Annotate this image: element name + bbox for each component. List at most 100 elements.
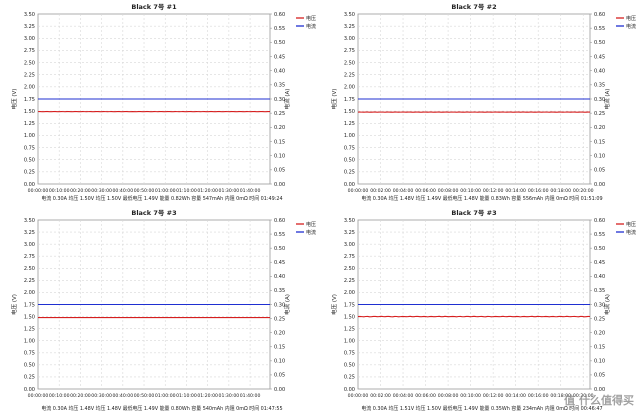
y-tick-right: 0.50 — [594, 246, 605, 252]
chart-title: Black 7号 #3 — [451, 208, 496, 217]
y-tick-left: 0.50 — [24, 363, 35, 369]
legend-entry: 电流 — [306, 23, 316, 30]
y-tick-left: 2.75 — [24, 254, 35, 260]
y-tick-right: 0.60 — [274, 218, 285, 224]
chart-title: Black 7号 #3 — [131, 208, 176, 217]
y-tick-left: 2.00 — [344, 85, 355, 91]
y-tick-right: 0.35 — [274, 83, 285, 89]
x-tick-label: 00:00:00 — [28, 393, 49, 399]
y-tick-left: 1.50 — [344, 109, 355, 115]
y-tick-right: 0.10 — [594, 359, 605, 365]
chart-footer-stats: 电流 0.30A 均压 1.48V 均压 1.49V 最低电压 1.48V 能量… — [361, 195, 602, 202]
x-tick-label: 00:20:00 — [573, 188, 594, 194]
x-tick-label: 00:10:00 — [49, 393, 70, 399]
x-tick-label: 00:40:00 — [113, 188, 134, 194]
chart-footer-stats: 电流 0.30A 均压 1.50V 均压 1.50V 最低电压 1.49V 能量… — [41, 195, 282, 202]
x-tick-label: 00:08:00 — [438, 188, 459, 194]
x-tick-label: 01:40:00 — [240, 393, 261, 399]
y-tick-left: 2.50 — [344, 60, 355, 66]
x-tick-label: 01:40:00 — [240, 188, 261, 194]
y-axis-title-right: 电流 (A) — [603, 294, 611, 315]
chart-panel-3: 0.000.250.500.751.001.251.501.752.002.25… — [10, 208, 316, 412]
legend-entry: 电压 — [306, 15, 316, 22]
x-tick-label: 00:02:00 — [370, 393, 391, 399]
chart-title: Black 7号 #2 — [451, 2, 496, 11]
watermark-text: 值 什么值得买 — [564, 393, 634, 407]
y-tick-left: 0.50 — [344, 158, 355, 164]
y-tick-right: 0.55 — [274, 26, 285, 32]
y-tick-right: 0.15 — [594, 139, 605, 145]
y-tick-right: 0.25 — [594, 316, 605, 322]
x-tick-label: 00:12:00 — [483, 393, 504, 399]
x-tick-label: 00:20:00 — [70, 393, 91, 399]
y-tick-right: 0.50 — [274, 40, 285, 46]
y-tick-left: 3.25 — [24, 24, 35, 30]
x-tick-label: 00:30:00 — [91, 393, 112, 399]
legend-entry: 电压 — [626, 221, 636, 228]
y-tick-right: 0.30 — [274, 97, 285, 103]
x-tick-label: 00:10:00 — [49, 188, 70, 194]
y-tick-right: 0.05 — [274, 373, 285, 379]
x-tick-label: 01:20:00 — [197, 188, 218, 194]
y-tick-left: 1.25 — [344, 121, 355, 127]
legend-entry: 电流 — [626, 229, 636, 236]
y-tick-right: 0.15 — [274, 345, 285, 351]
y-tick-right: 0.25 — [274, 111, 285, 117]
y-tick-left: 2.00 — [24, 290, 35, 296]
x-tick-label: 01:30:00 — [219, 188, 240, 194]
y-tick-right: 0.30 — [274, 302, 285, 308]
x-tick-label: 00:50:00 — [134, 188, 155, 194]
y-tick-left: 0.25 — [24, 375, 35, 381]
y-tick-left: 3.25 — [24, 230, 35, 236]
y-tick-right: 0.40 — [274, 274, 285, 280]
y-tick-left: 0.25 — [24, 170, 35, 176]
y-tick-right: 0.05 — [594, 168, 605, 174]
y-tick-right: 0.40 — [594, 68, 605, 74]
y-tick-right: 0.45 — [594, 54, 605, 60]
y-tick-left: 0.25 — [344, 170, 355, 176]
y-tick-left: 2.00 — [24, 85, 35, 91]
y-tick-right: 0.05 — [594, 373, 605, 379]
chart-panel-1: 0.000.250.500.751.001.251.501.752.002.25… — [10, 2, 316, 202]
y-tick-right: 0.45 — [594, 260, 605, 266]
x-tick-label: 00:30:00 — [91, 188, 112, 194]
x-tick-label: 00:00:00 — [348, 188, 369, 194]
legend-entry: 电压 — [306, 221, 316, 228]
x-tick-label: 01:00:00 — [155, 188, 176, 194]
y-tick-right: 0.20 — [274, 125, 285, 131]
y-tick-right: 0.45 — [274, 260, 285, 266]
y-tick-left: 1.75 — [24, 302, 35, 308]
series-line-voltage — [358, 316, 590, 317]
y-tick-left: 2.75 — [344, 48, 355, 54]
y-tick-left: 3.50 — [344, 12, 355, 18]
y-tick-right: 0.30 — [594, 302, 605, 308]
y-axis-title-right: 电流 (A) — [283, 294, 291, 315]
y-tick-right: 0.60 — [274, 12, 285, 18]
y-tick-right: 0.20 — [274, 330, 285, 336]
y-axis-title-right: 电流 (A) — [283, 89, 291, 110]
y-tick-right: 0.40 — [594, 274, 605, 280]
y-tick-left: 3.25 — [344, 230, 355, 236]
chart-title: Black 7号 #1 — [131, 2, 177, 11]
x-tick-label: 00:40:00 — [113, 393, 134, 399]
x-tick-label: 00:18:00 — [550, 188, 571, 194]
y-tick-left: 3.00 — [344, 242, 355, 248]
y-tick-left: 1.00 — [24, 339, 35, 345]
x-tick-label: 00:50:00 — [134, 393, 155, 399]
y-tick-left: 0.00 — [344, 387, 355, 393]
y-tick-left: 2.00 — [344, 290, 355, 296]
x-tick-label: 00:00:00 — [28, 188, 49, 194]
x-tick-label: 01:10:00 — [176, 393, 197, 399]
y-tick-right: 0.00 — [594, 182, 605, 188]
y-tick-left: 2.25 — [24, 278, 35, 284]
y-tick-right: 0.20 — [594, 330, 605, 336]
x-tick-label: 00:20:00 — [70, 188, 91, 194]
y-tick-right: 0.45 — [274, 54, 285, 60]
y-tick-left: 3.50 — [24, 12, 35, 18]
y-tick-right: 0.00 — [594, 387, 605, 393]
y-tick-left: 0.00 — [24, 182, 35, 188]
y-tick-right: 0.25 — [594, 111, 605, 117]
y-tick-left: 3.25 — [344, 24, 355, 30]
x-tick-label: 01:30:00 — [219, 393, 240, 399]
y-tick-left: 1.00 — [344, 339, 355, 345]
